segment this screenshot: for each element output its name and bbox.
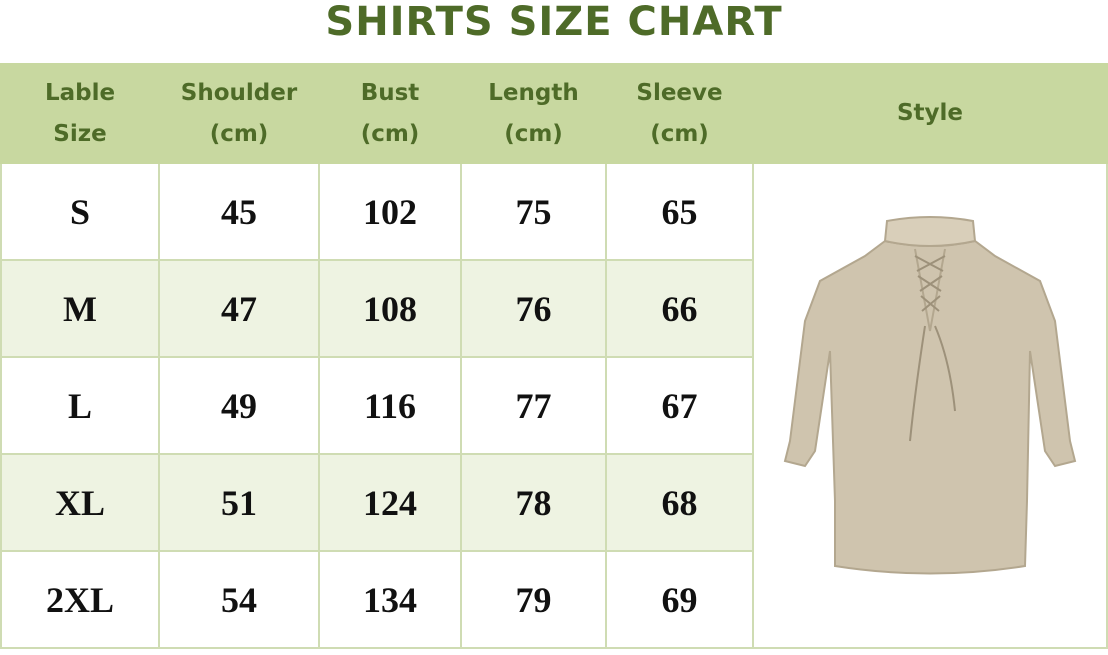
bust-cell: 102 — [318, 162, 462, 261]
table-row: XL 51 124 78 68 — [0, 453, 1107, 552]
style-cell — [752, 162, 1108, 649]
header-sleeve: Sleeve (cm) — [605, 63, 754, 164]
size-cell: M — [0, 259, 160, 358]
shoulder-cell: 47 — [158, 259, 320, 358]
shoulder-cell: 54 — [158, 550, 320, 649]
sleeve-cell: 66 — [605, 259, 754, 358]
length-cell: 78 — [460, 453, 607, 552]
shoulder-cell: 51 — [158, 453, 320, 552]
sleeve-cell: 69 — [605, 550, 754, 649]
header-line: Size — [53, 120, 107, 147]
header-shoulder: Shoulder (cm) — [158, 63, 320, 164]
sleeve-cell: 65 — [605, 162, 754, 261]
header-length: Length (cm) — [460, 63, 607, 164]
header-line: (cm) — [209, 120, 269, 147]
header-row: Lable Size Shoulder (cm) Bust (cm) Length (c… — [0, 63, 1108, 164]
chart-title: SHIRTS SIZE CHART — [325, 0, 783, 45]
bust-cell: 116 — [318, 356, 462, 455]
table-row: L 49 116 77 67 — [0, 356, 1107, 455]
header-line: Length — [488, 79, 579, 106]
size-cell: 2XL — [0, 550, 160, 649]
sleeve-cell: 68 — [605, 453, 754, 552]
length-cell: 79 — [460, 550, 607, 649]
size-cell: L — [0, 356, 160, 455]
size-cell: XL — [0, 453, 160, 552]
header-bust: Bust (cm) — [318, 63, 462, 164]
header-line: (cm) — [650, 120, 709, 147]
header-style: Style — [752, 63, 1108, 164]
bust-cell: 134 — [318, 550, 462, 649]
bust-cell: 108 — [318, 259, 462, 358]
bust-cell: 124 — [318, 453, 462, 552]
shoulder-cell: 45 — [158, 162, 320, 261]
length-cell: 75 — [460, 162, 607, 261]
header-line: Sleeve — [636, 79, 723, 106]
header-line: (cm) — [360, 120, 420, 147]
size-cell: S — [0, 162, 160, 261]
sleeve-cell: 67 — [605, 356, 754, 455]
length-cell: 76 — [460, 259, 607, 358]
header-line: (cm) — [504, 120, 563, 147]
table-row: S 45 102 75 65 — [0, 162, 1108, 649]
table-row: M 47 108 76 66 — [0, 259, 1107, 358]
table-row: 2XL 54 134 79 69 — [0, 550, 1107, 649]
header-size: Lable Size — [0, 63, 160, 164]
shoulder-cell: 49 — [158, 356, 320, 455]
shirt-image — [783, 216, 1077, 575]
length-cell: 77 — [460, 356, 607, 455]
size-chart-table: Lable Size Shoulder (cm) Bust (cm) Length (c… — [0, 63, 1108, 649]
header-line: Shoulder — [180, 79, 298, 106]
header-line: Lable — [44, 79, 116, 106]
header-line: Bust — [360, 79, 420, 106]
